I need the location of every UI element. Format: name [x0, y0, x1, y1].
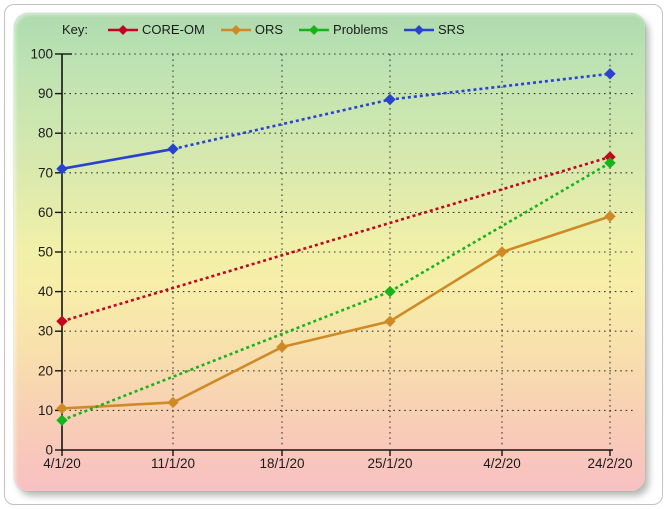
y-tick-label: 70	[38, 165, 53, 180]
series-line-srs	[172, 98, 391, 151]
series-marker-srs	[167, 143, 179, 155]
legend-marker-ors	[220, 24, 251, 35]
y-tick-label: 60	[38, 205, 53, 220]
series-line-srs	[389, 72, 611, 101]
x-tick-label: 4/1/20	[43, 456, 81, 471]
legend-label-problems: Problems	[333, 22, 388, 37]
series-line-ors	[501, 215, 611, 254]
series-marker-srs	[604, 68, 616, 80]
y-tick-label: 30	[38, 324, 53, 339]
series-marker-ors	[604, 210, 616, 223]
y-tick-label: 50	[38, 245, 53, 260]
legend-item-srs: SRS	[403, 22, 465, 37]
y-tick-label: 20	[38, 363, 53, 378]
legend-marker-problems	[299, 24, 330, 35]
legend-label-core-om: CORE-OM	[142, 22, 205, 37]
series-line-ors	[389, 250, 503, 323]
series-marker-ors	[276, 341, 288, 353]
y-tick-label: 40	[38, 284, 53, 299]
series-line-srs	[61, 147, 174, 171]
x-tick-label: 4/2/20	[483, 456, 521, 471]
series-line-problems	[389, 161, 611, 293]
legend-item-ors: ORS	[220, 22, 283, 37]
series-line-ors	[281, 320, 391, 349]
series-marker-srs	[384, 93, 396, 106]
legend-items: CORE-OM ORS Problems SRS	[107, 22, 465, 37]
y-tick-label: 10	[38, 403, 53, 418]
series-line-problems	[61, 290, 391, 422]
series-marker-ors	[496, 246, 508, 258]
legend-key-label: Key:	[62, 22, 89, 37]
legend-item-problems: Problems	[298, 22, 388, 37]
legend-marker-core-om	[108, 24, 139, 35]
legend-marker-srs	[403, 24, 434, 35]
y-tick-label: 0	[45, 443, 53, 458]
series-line-core-om	[61, 155, 611, 323]
series-marker-ors	[167, 396, 179, 409]
series-marker-problems	[384, 285, 396, 298]
y-tick-label: 100	[30, 47, 53, 62]
series-line-ors	[61, 401, 174, 410]
series-marker-ors	[384, 315, 396, 328]
legend-item-core-om: CORE-OM	[107, 22, 205, 37]
x-tick-label: 11/1/20	[151, 456, 195, 471]
series-marker-problems	[604, 157, 616, 169]
y-tick-label: 80	[38, 126, 53, 141]
legend-label-ors: ORS	[254, 22, 284, 37]
series-marker-ors	[56, 402, 68, 415]
series-marker-srs	[56, 163, 68, 175]
y-tick-label: 90	[38, 86, 53, 101]
series-line-ors	[172, 345, 283, 404]
legend-label-srs: SRS	[437, 22, 465, 37]
chart-legend: Key: CORE-OM ORS Problems SRS	[62, 22, 465, 37]
series-marker-problems	[56, 414, 68, 427]
x-tick-label: 25/1/20	[367, 456, 412, 471]
x-tick-label: 18/1/20	[259, 456, 304, 471]
series-marker-core-om	[56, 315, 68, 328]
x-tick-label: 24/2/20	[587, 456, 632, 471]
